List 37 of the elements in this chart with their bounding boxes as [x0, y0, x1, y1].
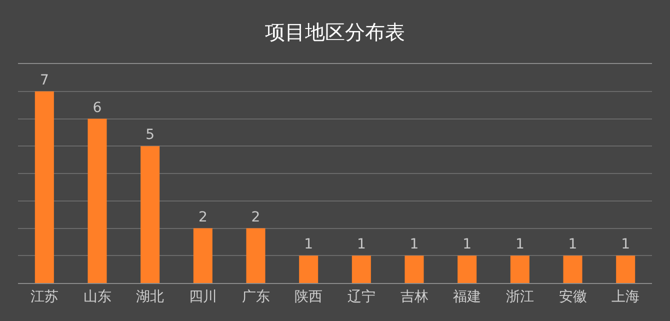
bar [140, 146, 160, 283]
x-tick-label: 陕西 [294, 288, 323, 305]
data-label: 1 [515, 236, 524, 253]
data-label: 1 [410, 236, 419, 253]
x-tick-label: 安徽 [558, 288, 587, 305]
x-tick-label: 辽宁 [347, 288, 376, 305]
data-label: 1 [356, 236, 366, 253]
bar [404, 256, 424, 283]
data-label: 5 [146, 127, 155, 144]
bar [193, 228, 212, 283]
bar [352, 256, 371, 283]
x-tick-label: 四川 [188, 288, 217, 305]
x-tick-label: 上海 [612, 288, 640, 305]
bar [563, 256, 582, 283]
bar [510, 256, 530, 283]
data-label: 2 [251, 209, 260, 226]
x-tick-label: 山东 [83, 288, 112, 305]
bar [34, 91, 54, 283]
data-label: 1 [568, 236, 578, 253]
data-label: 6 [92, 100, 102, 116]
data-label: 1 [304, 236, 314, 253]
x-tick-label: 福建 [453, 288, 482, 305]
data-label: 1 [621, 236, 630, 253]
bar [616, 256, 636, 283]
bar [246, 228, 266, 283]
bar [299, 256, 318, 283]
chart-title: 项目地区分布表 [265, 20, 405, 44]
x-tick-label: 江苏 [30, 288, 58, 305]
x-tick-label: 湖北 [136, 288, 164, 305]
x-tick-label: 吉林 [400, 288, 428, 305]
x-tick-label: 广东 [242, 288, 270, 305]
data-label: 1 [462, 236, 472, 253]
data-label: 2 [198, 209, 208, 226]
data-label: 7 [40, 72, 49, 88]
x-tick-label: 浙江 [506, 288, 534, 305]
bar [458, 256, 477, 283]
bar [88, 118, 107, 283]
